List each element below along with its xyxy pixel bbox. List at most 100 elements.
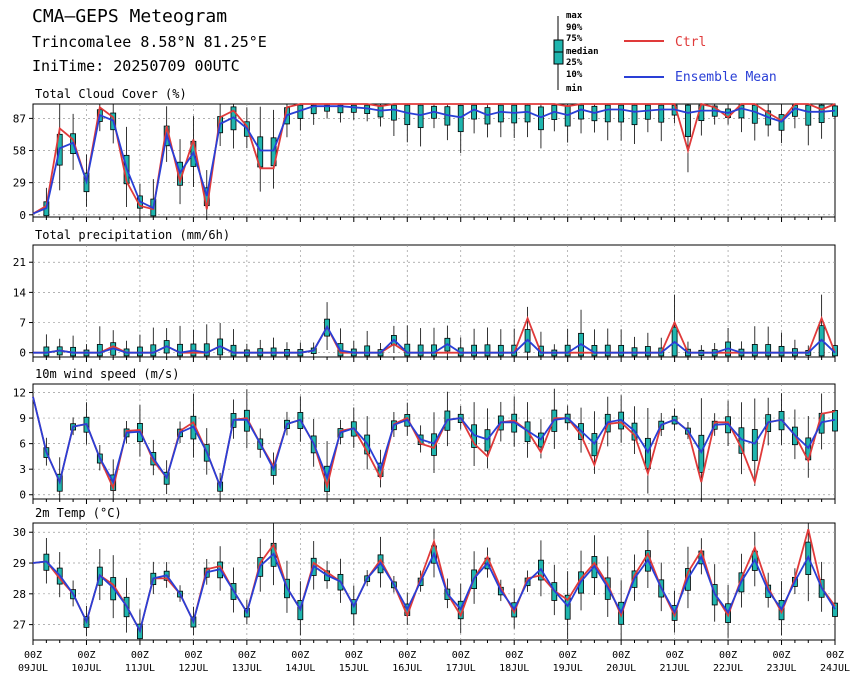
y-tick-label: 0	[19, 347, 26, 360]
x-day-label: 19JUL	[553, 663, 583, 674]
location-label: Trincomalee 8.58°N 81.25°E	[32, 33, 267, 51]
ensemble-box	[484, 429, 491, 452]
y-tick-label: 9	[19, 412, 26, 425]
y-tick-label: 27	[13, 619, 26, 632]
y-tick-label: 3	[19, 463, 26, 476]
ctrl-line-3	[32, 528, 836, 634]
ensemble-box	[230, 344, 237, 357]
x-hour-label: 00Z	[184, 650, 202, 661]
ensemble-box	[751, 344, 758, 357]
ensemble-box	[604, 104, 611, 123]
ensemble-box	[524, 104, 531, 123]
ensemble-box	[43, 346, 50, 357]
legend-label-5: 10%	[566, 70, 583, 80]
ensemble-box	[150, 344, 157, 357]
y-tick-label: 7	[19, 317, 26, 330]
x-day-label: 10JUL	[71, 663, 101, 674]
mean-line-1	[33, 324, 836, 354]
legend-ctrl-label: Ctrl	[675, 35, 706, 50]
ensemble-box	[538, 106, 544, 131]
legend-label-6: min	[566, 83, 582, 94]
x-day-label: 20JUL	[606, 663, 636, 674]
x-hour-label: 00Z	[238, 650, 256, 661]
ensemble-box	[685, 104, 691, 138]
x-day-label: 13JUL	[232, 663, 262, 674]
y-tick-label: 58	[13, 145, 26, 158]
x-hour-label: 00Z	[559, 650, 577, 661]
legend-label-2: 75%	[566, 34, 583, 44]
legend-mean-label: Ensemble Mean	[675, 70, 777, 85]
y-tick-label: 87	[13, 112, 26, 125]
y-tick-label: 29	[13, 177, 26, 190]
y-tick-label: 12	[13, 387, 26, 400]
ensemble-box	[417, 344, 424, 357]
init-time-label: IniTime: 20250709 00UTC	[32, 57, 240, 75]
ensemble-box	[471, 104, 478, 120]
x-hour-label: 00Z	[666, 650, 684, 661]
y-tick-label: 0	[19, 209, 26, 222]
x-hour-label: 00Z	[612, 650, 630, 661]
legend-label-3: median	[566, 46, 599, 57]
panel-title-1: Total precipitation (mm/6h)	[35, 228, 230, 242]
ensemble-box	[417, 104, 424, 129]
x-day-label: 22JUL	[713, 663, 743, 674]
legend-label-0: max	[566, 11, 583, 21]
y-tick-label: 14	[13, 286, 27, 299]
ensemble-box	[497, 104, 504, 123]
panel-title-3: 2m Temp (°C)	[35, 506, 122, 520]
y-tick-label: 0	[19, 489, 26, 502]
ensemble-box	[805, 104, 812, 126]
mean-line-3	[32, 551, 836, 634]
x-hour-label: 00Z	[345, 650, 363, 661]
x-hour-label: 00Z	[24, 650, 42, 661]
y-tick-label: 30	[13, 526, 26, 539]
ensemble-box	[751, 104, 758, 124]
ensemble-box	[203, 343, 210, 357]
ensemble-box	[644, 346, 651, 357]
ensemble-box	[618, 104, 625, 123]
ensemble-box	[96, 344, 103, 357]
ensemble-box	[751, 429, 758, 461]
x-day-label: 18JUL	[499, 663, 529, 674]
y-tick-label: 28	[13, 588, 26, 601]
x-day-label: 24JUL	[820, 663, 850, 674]
mean-line-2	[32, 396, 836, 490]
ensemble-box	[390, 104, 397, 121]
ensemble-box	[177, 343, 183, 357]
x-day-label: 14JUL	[285, 663, 315, 674]
x-day-label: 16JUL	[392, 663, 422, 674]
ensemble-box	[497, 344, 504, 357]
x-hour-label: 00Z	[773, 650, 791, 661]
meteogram-title: CMA—GEPS Meteogram	[32, 6, 228, 27]
ensemble-box	[471, 344, 478, 357]
ensemble-box	[511, 104, 518, 124]
ensemble-box	[578, 104, 584, 120]
y-tick-label: 21	[13, 256, 26, 269]
mean-line-0	[32, 105, 836, 215]
ensemble-box	[457, 104, 464, 133]
y-tick-label: 6	[19, 438, 26, 451]
x-day-label: 11JUL	[125, 663, 155, 674]
ensemble-box	[618, 344, 625, 357]
ensemble-box	[431, 344, 437, 357]
x-day-label: 15JUL	[339, 663, 369, 674]
ensemble-box	[364, 345, 371, 357]
ctrl-line-0	[32, 102, 836, 215]
ensemble-box	[137, 346, 143, 357]
y-tick-label: 29	[13, 557, 26, 570]
ensemble-box	[604, 344, 611, 357]
ensemble-box	[644, 104, 651, 120]
ensemble-box	[484, 344, 491, 357]
x-hour-label: 00Z	[505, 650, 523, 661]
ensemble-box	[337, 104, 344, 114]
panel-title-2: 10m wind speed (m/s)	[35, 367, 180, 381]
ensemble-box	[738, 104, 745, 119]
ensemble-box	[832, 602, 838, 617]
ensemble-box	[631, 104, 638, 126]
ensemble-box	[404, 104, 411, 126]
x-hour-label: 00Z	[719, 650, 737, 661]
legend-label-1: 90%	[566, 23, 583, 33]
ensemble-box	[658, 104, 665, 123]
ensemble-box	[310, 104, 317, 115]
